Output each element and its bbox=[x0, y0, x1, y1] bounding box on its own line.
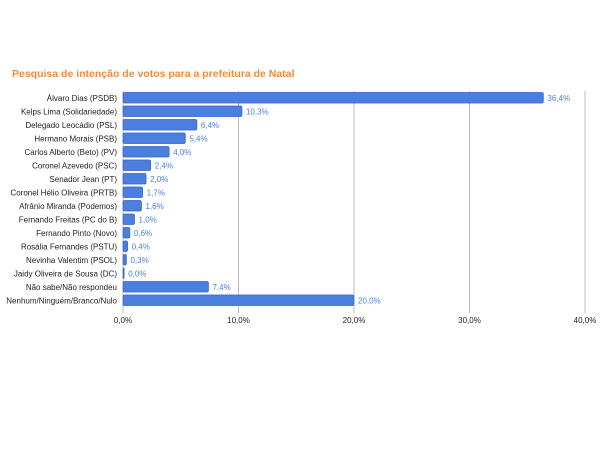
category-label: Senador Jean (PT) bbox=[49, 175, 117, 184]
value-label: 2,4% bbox=[155, 161, 173, 170]
x-tick-label: 30,0% bbox=[458, 316, 481, 325]
bar bbox=[122, 254, 127, 266]
bar bbox=[122, 213, 135, 225]
chart-title: Pesquisa de intenção de votos para a pre… bbox=[12, 68, 295, 80]
category-label: Jaidy Oliveira de Sousa (DC) bbox=[14, 269, 117, 278]
bar bbox=[122, 267, 125, 279]
bar bbox=[122, 281, 209, 293]
value-label: 7,4% bbox=[212, 283, 230, 292]
bar-layer bbox=[122, 92, 544, 306]
bar bbox=[122, 240, 128, 252]
category-label: Álvaro Dias (PSDB) bbox=[47, 94, 118, 103]
bar bbox=[122, 227, 131, 239]
bar bbox=[122, 159, 152, 171]
value-label: 0,4% bbox=[132, 242, 150, 251]
value-label: 6,4% bbox=[201, 121, 219, 130]
bar bbox=[122, 200, 142, 212]
category-label: Coronel Hélio Oliveira (PRTB) bbox=[10, 188, 117, 197]
value-label: 0,3% bbox=[130, 256, 148, 265]
value-label: 2,0% bbox=[150, 175, 168, 184]
bar bbox=[122, 92, 544, 104]
x-tick-label: 10,0% bbox=[227, 316, 250, 325]
value-label: 1,7% bbox=[147, 188, 165, 197]
value-label: 0,0% bbox=[128, 269, 146, 278]
value-label: 1,6% bbox=[145, 202, 163, 211]
value-label: 5,4% bbox=[189, 134, 207, 143]
bar bbox=[122, 146, 170, 158]
label-layer: 0,0% 10,0% 20,0% 30,0% 40,0% Álvaro Dias (PSD… bbox=[6, 94, 596, 325]
value-label: 0,6% bbox=[134, 229, 152, 238]
value-label: 1,0% bbox=[139, 215, 157, 224]
bar bbox=[122, 105, 243, 117]
category-label: Não sabe/Não respondeu bbox=[26, 283, 117, 292]
bar bbox=[122, 132, 186, 144]
value-label: 20,0% bbox=[358, 296, 381, 305]
category-label: Coronel Azevedo (PSC) bbox=[32, 161, 117, 170]
category-label: Afrânio Miranda (Podemos) bbox=[19, 202, 117, 211]
category-label: Nevinha Valentim (PSOL) bbox=[26, 256, 117, 265]
category-label: Nenhum/Ninguém/Branco/Nulo bbox=[6, 296, 117, 305]
bar bbox=[122, 119, 198, 131]
category-label: Rosália Fernandes (PSTU) bbox=[21, 242, 117, 251]
value-label: 4,0% bbox=[173, 148, 191, 157]
value-label: 10,3% bbox=[246, 107, 269, 116]
x-tick-label: 20,0% bbox=[343, 316, 366, 325]
x-tick-label: 40,0% bbox=[574, 316, 597, 325]
bar bbox=[122, 294, 355, 306]
value-label: 36,4% bbox=[547, 94, 570, 103]
category-label: Kelps Lima (Solidariedade) bbox=[21, 107, 117, 116]
x-tick-label: 0,0% bbox=[114, 316, 132, 325]
bar bbox=[122, 173, 147, 185]
category-label: Fernando Pinto (Novo) bbox=[36, 229, 117, 238]
category-label: Hermano Morais (PSB) bbox=[34, 134, 117, 143]
bar bbox=[122, 186, 143, 198]
category-label: Fernando Freitas (PC do B) bbox=[19, 215, 118, 224]
category-label: Carlos Alberto (Beto) (PV) bbox=[25, 148, 118, 157]
category-label: Delegado Leocádio (PSL) bbox=[25, 121, 117, 130]
